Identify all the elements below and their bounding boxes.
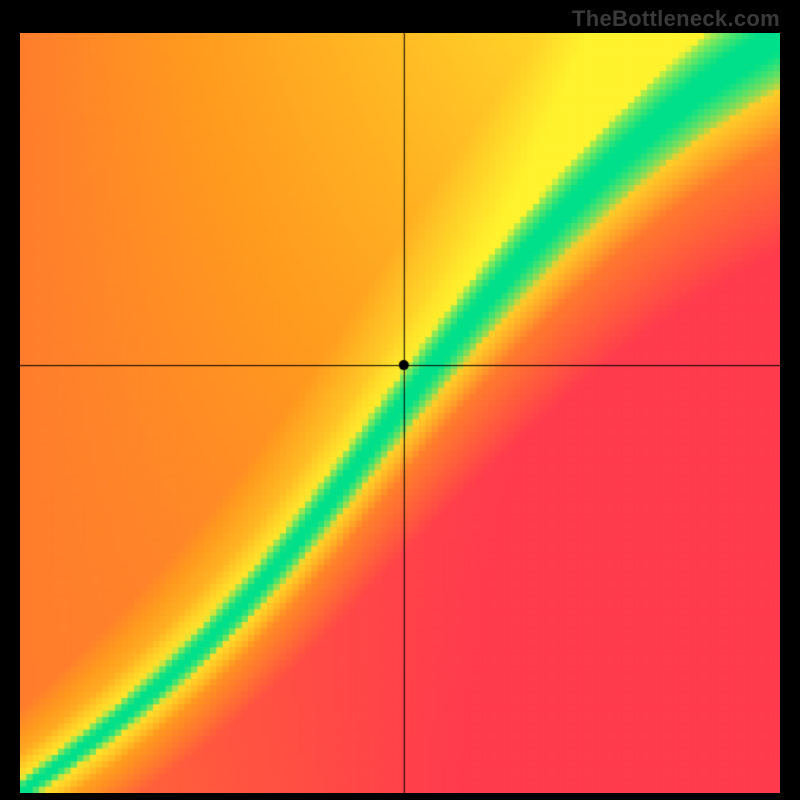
bottleneck-heatmap [20, 33, 780, 793]
chart-container: TheBottleneck.com [0, 0, 800, 800]
watermark-text: TheBottleneck.com [572, 6, 780, 32]
